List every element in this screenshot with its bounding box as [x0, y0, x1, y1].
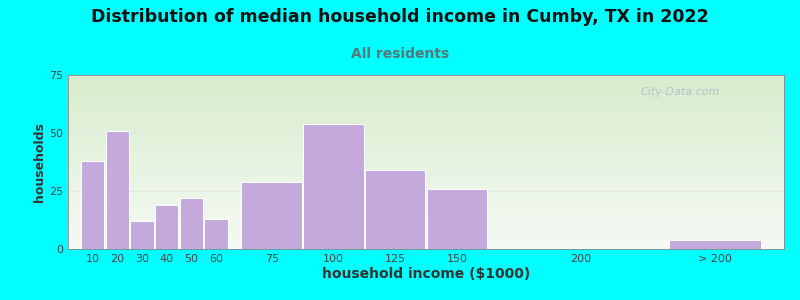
- Bar: [180, 198, 203, 249]
- Bar: [155, 205, 178, 249]
- Bar: [303, 124, 364, 249]
- Bar: [205, 219, 228, 249]
- Bar: [242, 182, 302, 249]
- Bar: [669, 240, 761, 249]
- Bar: [81, 161, 105, 249]
- Bar: [426, 189, 487, 249]
- Bar: [130, 221, 154, 249]
- Text: Distribution of median household income in Cumby, TX in 2022: Distribution of median household income …: [91, 8, 709, 26]
- Text: City-Data.com: City-Data.com: [641, 87, 720, 97]
- Y-axis label: households: households: [34, 122, 46, 202]
- Text: All residents: All residents: [351, 46, 449, 61]
- Bar: [365, 170, 426, 249]
- X-axis label: household income ($1000): household income ($1000): [322, 267, 530, 280]
- Bar: [106, 131, 129, 249]
